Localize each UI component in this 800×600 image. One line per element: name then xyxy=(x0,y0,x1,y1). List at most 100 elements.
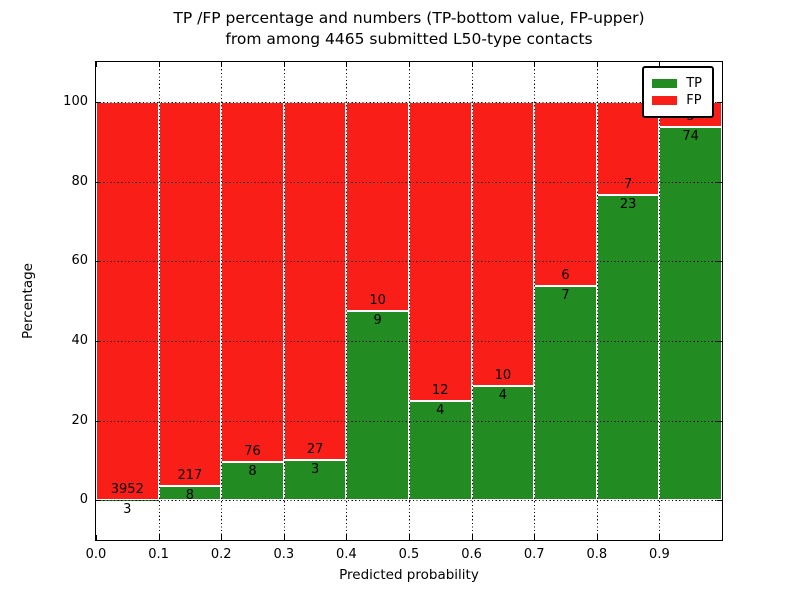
x-tick-label: 0.5 xyxy=(398,547,420,562)
fp-count-label: 10 xyxy=(494,368,512,384)
x-tick-label: 0.4 xyxy=(336,547,357,562)
gridline-horizontal xyxy=(96,181,722,183)
tp-count-label: 4 xyxy=(436,402,445,418)
x-tick-mark-top xyxy=(283,62,285,67)
fp-count-label: 76 xyxy=(244,444,261,460)
legend-item-fp: FP xyxy=(652,93,702,108)
bar-segment-tp xyxy=(534,285,597,501)
x-tick-mark-top xyxy=(346,62,348,67)
chart-title-line2: from among 4465 submitted L50-type conta… xyxy=(225,30,593,48)
x-tick-label: 0.2 xyxy=(210,547,232,562)
x-tick-mark-bottom xyxy=(471,535,473,540)
x-tick-label: 0.9 xyxy=(649,547,670,562)
chart-title: TP /FP percentage and numbers (TP-bottom… xyxy=(96,8,722,50)
y-tick-mark-right xyxy=(717,101,722,103)
fp-count-label: 6 xyxy=(561,267,570,283)
legend-item-tp: TP xyxy=(652,76,702,91)
legend: TP FP xyxy=(642,66,714,118)
gridline-vertical xyxy=(221,62,223,540)
bar-segment-tp xyxy=(471,386,535,501)
fp-count-label: 12 xyxy=(432,382,449,398)
bar-segment-tp xyxy=(596,194,660,501)
tp-count-label: 74 xyxy=(682,129,699,145)
x-tick-mark-top xyxy=(96,62,97,67)
x-tick-mark-top xyxy=(534,62,536,67)
x-tick-mark-bottom xyxy=(534,535,536,540)
y-tick-mark-left xyxy=(96,261,101,263)
gridline-horizontal xyxy=(96,500,722,502)
fp-count-label: 217 xyxy=(177,468,203,483)
y-tick-label: 60 xyxy=(71,253,88,269)
bar-segment-fp xyxy=(96,101,159,500)
x-tick-mark-top xyxy=(659,62,661,67)
x-tick-mark-bottom xyxy=(158,535,160,540)
bar-segment-tp xyxy=(659,127,722,501)
gridline-vertical xyxy=(596,62,598,540)
bar-segment-fp xyxy=(221,101,284,463)
y-tick-mark-right xyxy=(717,500,722,502)
x-tick-mark-top xyxy=(471,62,473,67)
gridline-horizontal xyxy=(96,420,722,422)
bar-segment-fp xyxy=(471,101,535,387)
x-tick-mark-bottom xyxy=(409,535,410,540)
tp-count-label: 8 xyxy=(248,464,257,480)
gridline-horizontal xyxy=(96,261,722,263)
gridline-horizontal xyxy=(96,101,722,103)
x-tick-mark-top xyxy=(158,62,160,67)
chart-title-line1: TP /FP percentage and numbers (TP-bottom… xyxy=(173,9,645,27)
y-tick-mark-left xyxy=(96,420,101,422)
bar-segment-tp xyxy=(346,311,409,501)
tp-legend-swatch xyxy=(652,79,678,88)
x-tick-mark-bottom xyxy=(283,535,285,540)
fp-count-label: 7 xyxy=(623,176,633,192)
y-tick-mark-left xyxy=(96,500,101,502)
x-tick-mark-bottom xyxy=(659,535,661,540)
x-tick-label: 0.7 xyxy=(523,547,545,562)
y-tick-label: 20 xyxy=(71,412,88,428)
x-tick-label: 0.8 xyxy=(586,547,608,562)
bar-segment-fp xyxy=(346,101,409,312)
tp-count-label: 8 xyxy=(185,488,195,503)
x-tick-mark-top xyxy=(596,62,598,67)
y-axis-label: Percentage xyxy=(20,263,36,339)
x-tick-mark-top xyxy=(409,62,410,67)
gridline-vertical xyxy=(283,62,285,540)
fp-count-label: 10 xyxy=(369,293,386,309)
y-tick-label: 40 xyxy=(71,332,88,348)
gridline-vertical xyxy=(471,62,473,540)
legend-label-tp: TP xyxy=(686,76,702,91)
bar-segment-fp xyxy=(283,101,347,461)
tp-count-label: 3 xyxy=(123,501,132,517)
x-tick-label: 0.0 xyxy=(85,547,107,562)
y-tick-mark-right xyxy=(717,420,722,422)
bar-segment-tp xyxy=(409,400,472,501)
x-tick-label: 0.6 xyxy=(461,547,482,562)
x-tick-label: 0.3 xyxy=(273,547,295,562)
x-tick-mark-bottom xyxy=(346,535,348,540)
bar-segment-fp xyxy=(534,101,597,286)
fp-count-label: 3952 xyxy=(110,481,144,497)
y-tick-mark-left xyxy=(96,101,101,103)
gridline-vertical xyxy=(346,62,348,540)
tp-count-label: 7 xyxy=(561,287,570,303)
gridline-vertical xyxy=(409,62,410,540)
x-axis-label: Predicted probability xyxy=(339,567,479,583)
y-tick-mark-right xyxy=(717,340,722,342)
x-tick-mark-bottom xyxy=(96,535,97,540)
gridline-horizontal xyxy=(96,340,722,342)
x-tick-mark-top xyxy=(221,62,223,67)
tp-count-label: 4 xyxy=(498,388,508,404)
x-tick-label: 0.1 xyxy=(148,547,169,562)
y-tick-mark-left xyxy=(96,181,101,183)
x-tick-mark-bottom xyxy=(221,535,223,540)
gridline-vertical xyxy=(158,62,160,540)
y-tick-mark-right xyxy=(717,261,722,263)
bar-segment-tp xyxy=(221,462,284,501)
legend-label-fp: FP xyxy=(686,93,702,108)
gridline-vertical xyxy=(659,62,661,540)
y-tick-label: 100 xyxy=(63,93,88,109)
tp-count-label: 23 xyxy=(619,196,637,212)
y-tick-mark-right xyxy=(717,181,722,183)
bar-segment-tp xyxy=(283,460,347,501)
